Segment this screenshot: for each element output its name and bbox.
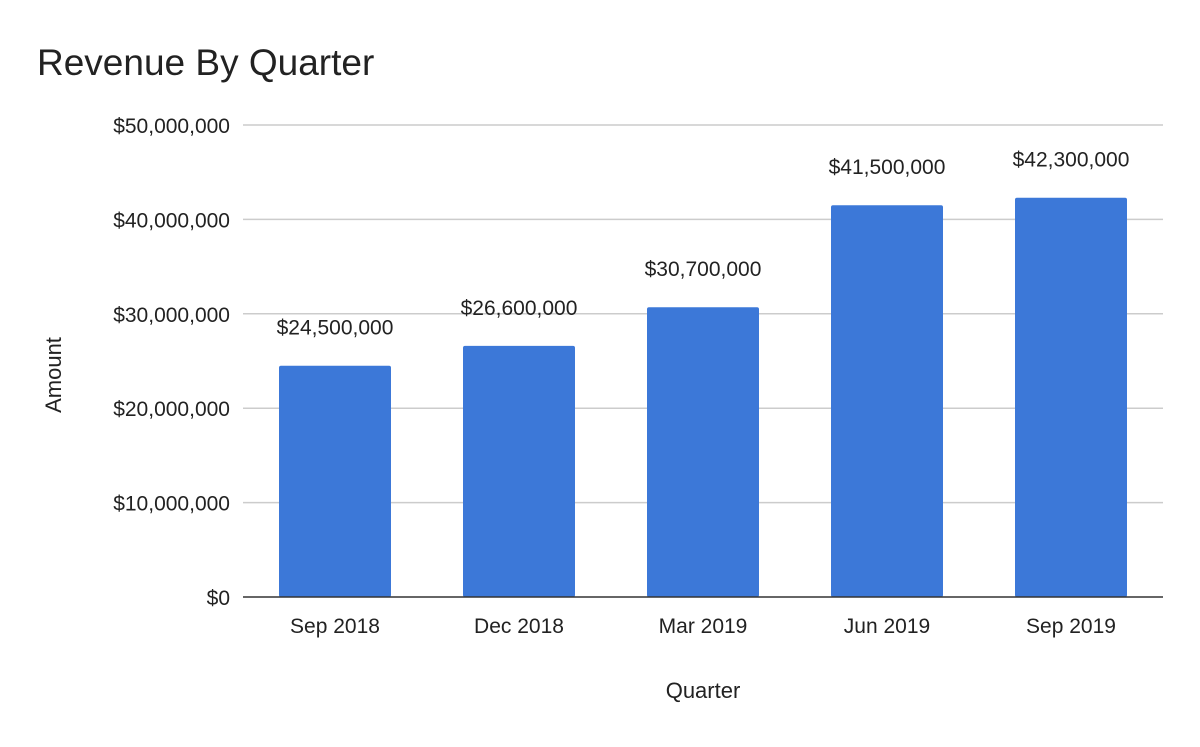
x-tick-label: Sep 2019: [1026, 615, 1116, 638]
bar: [647, 307, 759, 597]
y-tick-label: $40,000,000: [113, 209, 230, 232]
bars: [279, 197, 1127, 598]
x-tick-label: Jun 2019: [844, 615, 930, 638]
data-label: $26,600,000: [461, 297, 578, 320]
data-label: $42,300,000: [1013, 149, 1130, 172]
y-tick-label: $10,000,000: [113, 493, 230, 516]
bar: [1015, 197, 1127, 598]
data-label: $30,700,000: [645, 258, 762, 281]
bar: [831, 205, 943, 598]
bar: [279, 365, 391, 597]
y-tick-label: $50,000,000: [113, 115, 230, 138]
y-tick-label: $20,000,000: [113, 398, 230, 421]
y-tick-label: $0: [207, 587, 230, 610]
y-axis-title: Amount: [41, 337, 66, 413]
x-tick-label: Dec 2018: [474, 615, 564, 638]
x-tick-label: Mar 2019: [659, 615, 748, 638]
y-tick-label: $30,000,000: [113, 304, 230, 327]
data-label: $24,500,000: [277, 317, 394, 340]
y-axis-ticks: $0 $10,000,000 $20,000,000 $30,000,000 $40,0…: [113, 115, 230, 610]
x-tick-label: Sep 2018: [290, 615, 380, 638]
x-axis-title: Quarter: [666, 678, 741, 703]
data-labels: $24,500,000 $26,600,000 $30,700,000 $41,500…: [277, 149, 1130, 340]
bar: [463, 345, 575, 597]
x-axis-ticks: Sep 2018 Dec 2018 Mar 2019 Jun 2019 Sep 2019: [290, 615, 1116, 638]
data-label: $41,500,000: [829, 156, 946, 179]
chart-title: Revenue By Quarter: [37, 42, 374, 83]
